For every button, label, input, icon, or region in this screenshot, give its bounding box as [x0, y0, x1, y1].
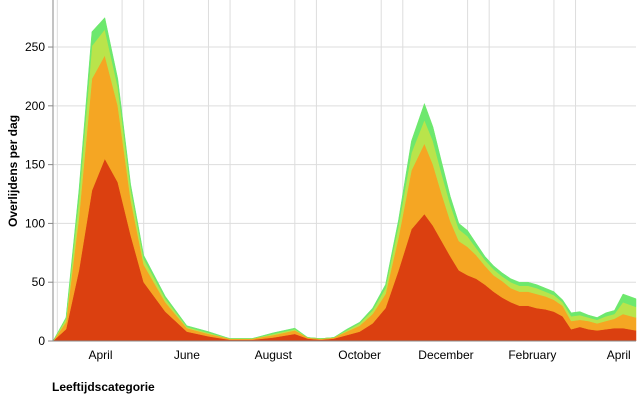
x-tick-label: October	[338, 348, 381, 362]
y-tick-label: 150	[25, 158, 45, 172]
y-tick-label: 100	[25, 216, 45, 230]
x-tick-label: August	[255, 348, 293, 362]
y-tick-label: 200	[25, 99, 45, 113]
y-tick-label: 250	[25, 40, 45, 54]
x-tick-label: February	[508, 348, 556, 362]
y-tick-label: 0	[38, 334, 45, 348]
area-series-group	[52, 17, 637, 342]
legend-title: Leeftijdscategorie	[52, 380, 155, 394]
area-series-4	[52, 17, 637, 342]
x-tick-label: April	[607, 348, 631, 362]
x-tick-label: April	[88, 348, 112, 362]
x-tick-label: June	[174, 348, 200, 362]
y-axis-title: Overlijdens per dag	[6, 115, 20, 227]
x-tick-label: December	[418, 348, 473, 362]
y-tick-label: 50	[32, 275, 46, 289]
axes: 0 50 100 150 200 250 April June August October Dec…	[25, 0, 636, 362]
